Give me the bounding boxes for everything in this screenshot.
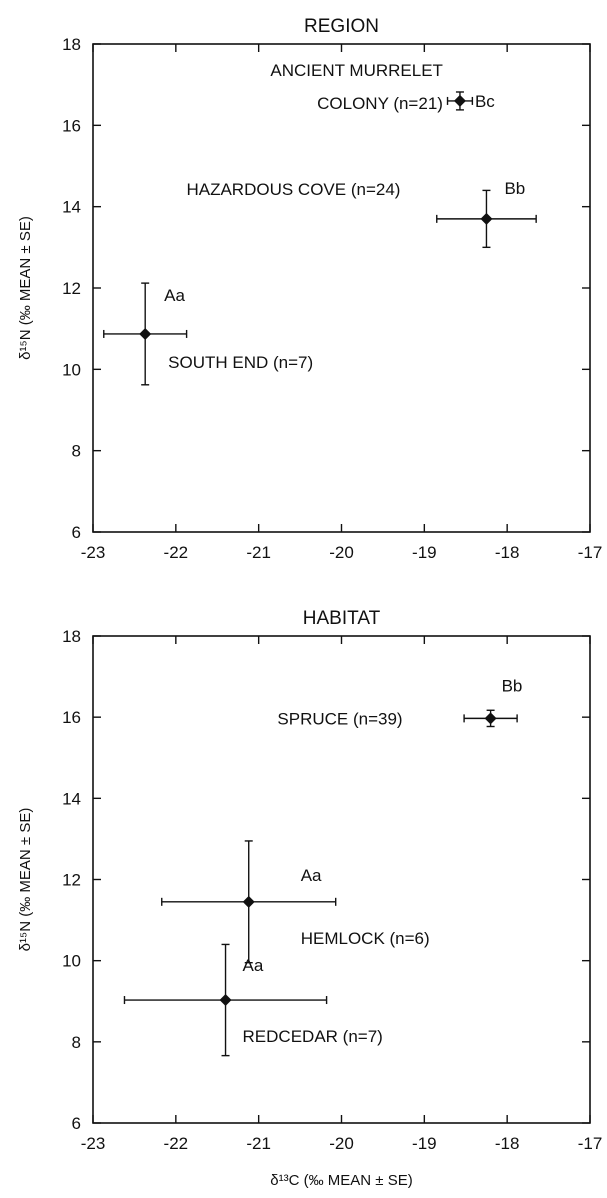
x-axis-title: δ¹³C (‰ MEAN ± SE) bbox=[270, 1172, 412, 1189]
point-label: REDCEDAR (n=7) bbox=[243, 1027, 383, 1046]
y-tick-label: 16 bbox=[62, 708, 81, 727]
significance-letters: Aa bbox=[301, 866, 322, 885]
point-label: HAZARDOUS COVE (n=24) bbox=[186, 180, 400, 199]
x-tick-label: -18 bbox=[495, 543, 520, 562]
x-tick-label: -20 bbox=[329, 543, 354, 562]
data-point bbox=[480, 212, 493, 225]
y-tick-label: 10 bbox=[62, 360, 81, 379]
y-tick-label: 18 bbox=[62, 35, 81, 54]
y-tick-label: 14 bbox=[62, 789, 81, 808]
y-axis-title: δ¹⁵N (‰ MEAN ± SE) bbox=[17, 216, 34, 360]
point-label: COLONY (n=21) bbox=[317, 94, 443, 113]
data-point bbox=[219, 994, 232, 1007]
data-point bbox=[242, 895, 255, 908]
point-label: SOUTH END (n=7) bbox=[168, 353, 313, 372]
data-point bbox=[484, 712, 497, 725]
significance-letters: Bb bbox=[502, 676, 523, 695]
significance-letters: Aa bbox=[164, 286, 185, 305]
x-tick-label: -21 bbox=[246, 1134, 271, 1153]
point-label: SPRUCE (n=39) bbox=[277, 709, 402, 728]
y-axis-title: δ¹⁵N (‰ MEAN ± SE) bbox=[17, 808, 34, 952]
x-tick-label: -21 bbox=[246, 543, 271, 562]
y-tick-label: 10 bbox=[62, 952, 81, 971]
region-chart: REGION -23 -22 -21 -20 -19 -18 -17 6 8 10 12 14 16 18 δ… bbox=[17, 16, 602, 562]
y-tick-label: 12 bbox=[62, 871, 81, 890]
significance-letters: Aa bbox=[243, 956, 264, 975]
x-tick-label: -17 bbox=[578, 543, 603, 562]
data-point bbox=[139, 327, 152, 340]
x-tick-label: -22 bbox=[164, 543, 189, 562]
chart-title: HABITAT bbox=[303, 608, 381, 629]
significance-letters: Bb bbox=[504, 179, 525, 198]
x-tick-label: -20 bbox=[329, 1134, 354, 1153]
chart-title: REGION bbox=[304, 16, 379, 37]
x-tick-label: -19 bbox=[412, 1134, 437, 1153]
y-tick-label: 6 bbox=[72, 523, 81, 542]
y-tick-label: 8 bbox=[72, 442, 81, 461]
y-tick-label: 16 bbox=[62, 116, 81, 135]
x-tick-label: -23 bbox=[81, 1134, 106, 1153]
x-tick-label: -19 bbox=[412, 543, 437, 562]
point-label: HEMLOCK (n=6) bbox=[301, 929, 430, 948]
y-tick-label: 8 bbox=[72, 1033, 81, 1052]
y-tick-label: 18 bbox=[62, 627, 81, 646]
y-tick-label: 12 bbox=[62, 279, 81, 298]
x-tick-label: -17 bbox=[578, 1134, 603, 1153]
habitat-chart: HABITAT -23 -22 -21 -20 -19 -18 -17 6 8 10 12 14 16 18… bbox=[17, 608, 602, 1189]
point-label: ANCIENT MURRELET bbox=[270, 61, 443, 80]
y-tick-label: 14 bbox=[62, 198, 81, 217]
x-tick-label: -22 bbox=[164, 1134, 189, 1153]
x-tick-label: -18 bbox=[495, 1134, 520, 1153]
y-tick-label: 6 bbox=[72, 1114, 81, 1133]
significance-letters: Bc bbox=[475, 92, 495, 111]
x-tick-label: -23 bbox=[81, 543, 106, 562]
data-point bbox=[453, 94, 466, 107]
